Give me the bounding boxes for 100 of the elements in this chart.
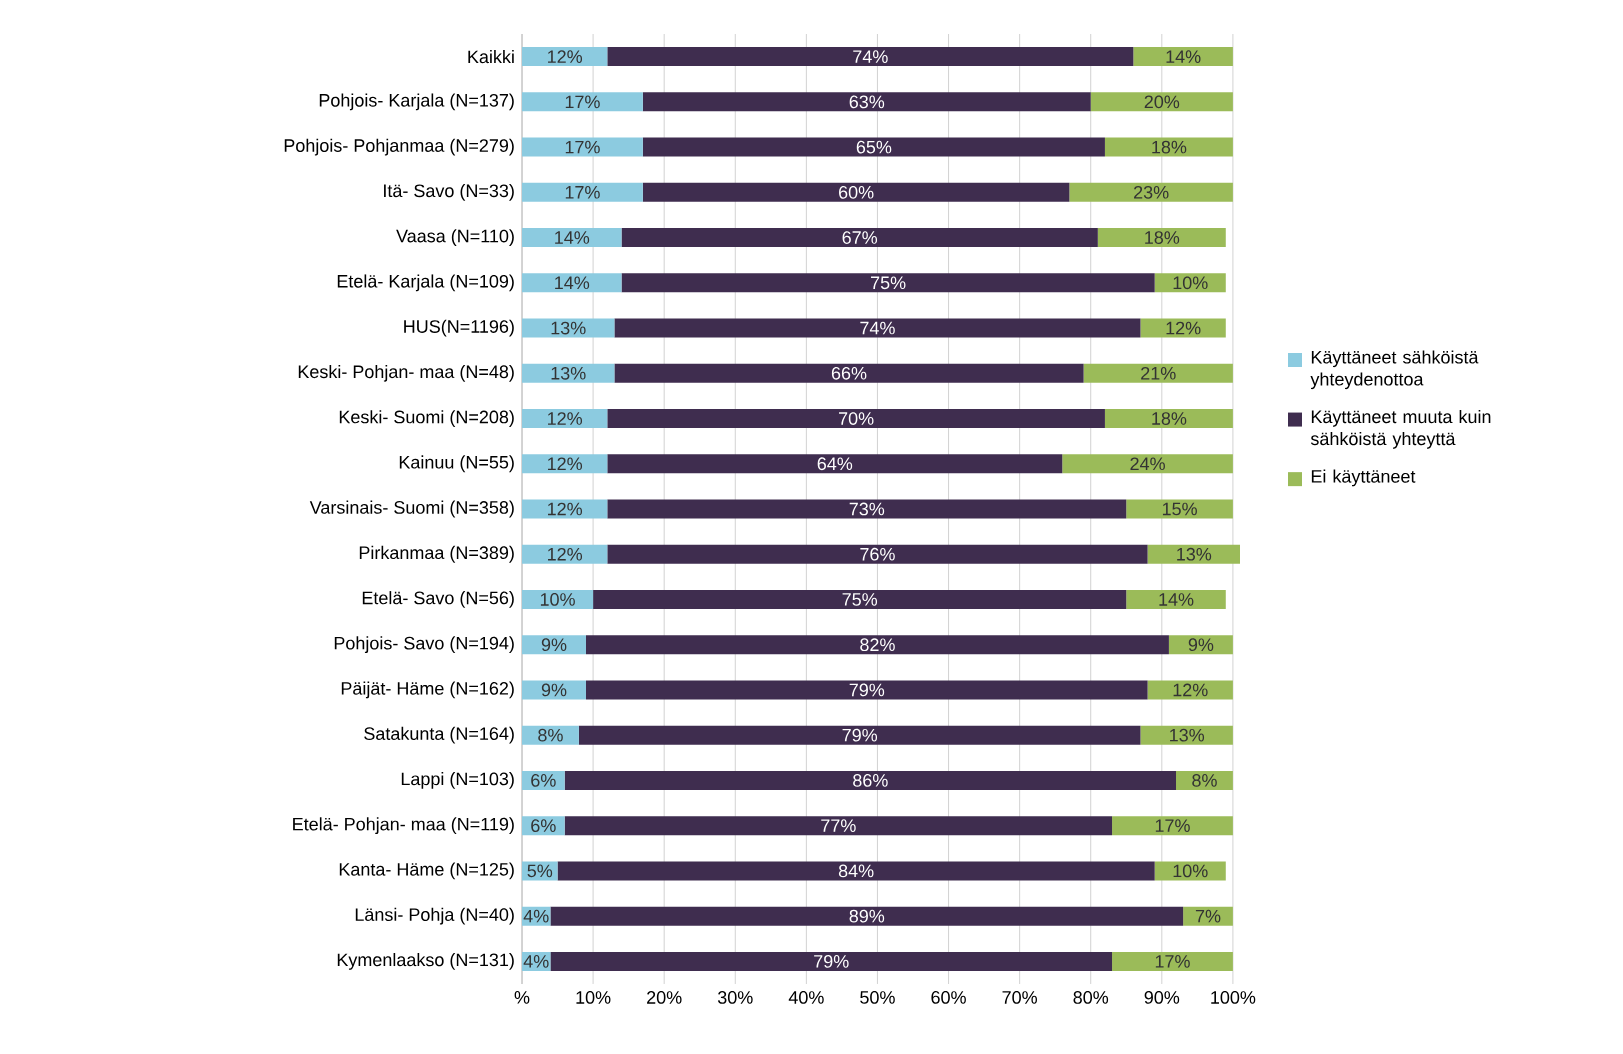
data-label: 66% — [831, 366, 867, 380]
x-tick-label: % — [514, 991, 530, 1004]
bar — [607, 409, 1105, 429]
data-label: 12% — [1173, 683, 1208, 697]
data-label: 12% — [1166, 321, 1201, 335]
bar — [1133, 47, 1233, 67]
y-tick-label: Kymenlaakso (N=131) — [337, 952, 514, 970]
y-tick-label: Etelä- Karjala (N=109) — [337, 274, 514, 292]
bar — [557, 861, 1155, 881]
y-tick-label: HUS(N=1196) — [404, 319, 514, 337]
bar — [607, 47, 1134, 67]
y-tick-label: Päijät- Häme (N=162) — [341, 681, 514, 699]
bar — [1112, 951, 1233, 971]
bar — [1090, 92, 1233, 112]
y-tick-label: Vaasa (N=110) — [396, 229, 514, 246]
data-label: 79% — [849, 683, 885, 697]
data-label: 84% — [838, 864, 874, 878]
bar — [522, 228, 622, 248]
data-label: 5% — [527, 864, 553, 878]
x-tick-label: 40% — [788, 991, 824, 1004]
data-label: 15% — [1162, 502, 1197, 516]
data-label: 82% — [860, 638, 895, 652]
y-tick-label: Pirkanmaa (N=389) — [359, 545, 514, 563]
data-label: 14% — [1166, 50, 1201, 63]
y-tick-label: Satakunta (N=164) — [364, 726, 514, 744]
data-label: 9% — [541, 683, 567, 697]
bar — [642, 137, 1105, 157]
bar — [564, 816, 1113, 836]
bar — [585, 635, 1169, 655]
bar — [621, 228, 1098, 248]
data-label: 86% — [853, 774, 888, 787]
bar — [578, 725, 1141, 745]
data-label: 79% — [842, 728, 878, 742]
y-tick-label: Kanta- Häme (N=125) — [339, 862, 514, 880]
bar — [522, 363, 615, 383]
data-label: 75% — [842, 593, 878, 606]
y-tick-label: Itä- Savo (N=33) — [384, 183, 514, 201]
bar — [1154, 273, 1226, 293]
data-label: 60% — [839, 185, 874, 199]
data-label: 18% — [1152, 140, 1187, 154]
data-label: 6% — [531, 774, 556, 787]
data-label: 7% — [1195, 909, 1221, 923]
data-label: 18% — [1145, 231, 1180, 244]
bar — [621, 273, 1155, 293]
data-label: 18% — [1152, 412, 1187, 425]
bar — [550, 951, 1113, 971]
y-tick-label: Kaikki — [468, 50, 514, 64]
data-label: 8% — [538, 728, 563, 742]
data-label: 17% — [1155, 955, 1190, 968]
x-tick-label: 80% — [1073, 991, 1109, 1004]
bar — [1126, 499, 1233, 519]
bar — [1140, 725, 1233, 745]
bar — [614, 363, 1084, 383]
bar — [522, 273, 622, 293]
bar — [1083, 363, 1233, 383]
y-tick-label: Varsinais- Suomi (N=358) — [309, 500, 514, 518]
data-label: 73% — [849, 502, 885, 516]
bar — [607, 544, 1148, 564]
bar — [1168, 635, 1233, 655]
data-label: 9% — [1188, 638, 1214, 652]
data-label: 77% — [821, 819, 856, 832]
data-label: 74% — [853, 50, 888, 63]
bar — [1126, 589, 1226, 609]
bar — [1140, 318, 1226, 338]
y-tick-label: Etelä- Pohjan- maa (N=119) — [293, 817, 514, 835]
data-label: 24% — [1130, 457, 1165, 471]
x-tick-label: 50% — [860, 991, 895, 1004]
y-tick-label: Pohjois- Savo (N=194) — [334, 636, 514, 654]
data-label: 74% — [860, 321, 895, 335]
bar — [550, 906, 1184, 926]
bar — [522, 499, 608, 519]
bar — [1062, 454, 1233, 474]
legend-label: Ei käyttäneet — [1311, 469, 1416, 487]
bar — [607, 454, 1063, 474]
data-label: 75% — [871, 276, 906, 290]
data-label: 12% — [548, 50, 583, 63]
data-label: 17% — [1155, 819, 1190, 832]
x-tick-label: 30% — [717, 991, 753, 1004]
data-label: 9% — [541, 638, 567, 652]
data-label: 13% — [1177, 547, 1212, 561]
data-label: 14% — [555, 276, 590, 290]
data-label: 14% — [1159, 593, 1194, 606]
y-tick-label: Keski- Suomi (N=208) — [339, 410, 514, 427]
data-label: 70% — [839, 412, 874, 425]
y-tick-label: Pohjois- Pohjanmaa (N=279) — [284, 138, 514, 156]
data-label: 63% — [849, 95, 885, 109]
data-label: 79% — [814, 954, 849, 968]
bar — [614, 318, 1141, 338]
bar — [593, 589, 1127, 609]
bar — [522, 544, 608, 564]
x-tick-label: 70% — [1002, 991, 1037, 1004]
x-tick-label: 60% — [931, 991, 966, 1004]
x-tick-label: 100% — [1211, 991, 1256, 1004]
data-label: 12% — [548, 457, 583, 471]
bar — [1147, 680, 1233, 700]
data-label: 4% — [523, 955, 549, 968]
bar — [1104, 409, 1233, 429]
legend-label: Käyttäneet muuta kuin sähköistä yhteyttä — [1310, 409, 1491, 449]
data-label: 12% — [548, 547, 583, 561]
y-tick-label: Kainuu (N=55) — [399, 455, 514, 473]
